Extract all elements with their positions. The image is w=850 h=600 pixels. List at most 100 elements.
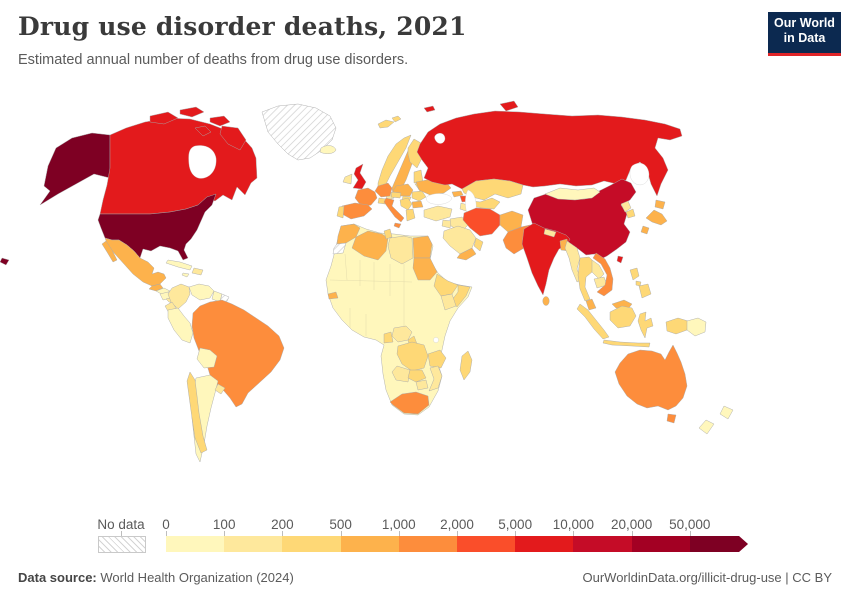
country-morocco[interactable] — [336, 223, 361, 245]
country-new-zealand[interactable] — [698, 405, 734, 435]
country-chile[interactable] — [186, 371, 208, 454]
country-canada-islands[interactable] — [149, 106, 247, 151]
legend-bin-4[interactable] — [398, 536, 458, 552]
country-libya[interactable] — [387, 235, 414, 265]
country-germany[interactable] — [374, 182, 393, 198]
country-vietnam[interactable] — [592, 252, 614, 297]
country-nepal[interactable] — [543, 228, 557, 238]
country-bolivia[interactable] — [196, 347, 218, 369]
legend-bin-7[interactable] — [573, 536, 632, 552]
legend-bin-6[interactable] — [515, 536, 574, 552]
country-angola[interactable] — [391, 365, 411, 383]
country-south-korea[interactable] — [625, 208, 636, 219]
country-mexico-baja[interactable] — [101, 240, 118, 263]
country-yemen[interactable] — [456, 247, 477, 261]
country-uk[interactable] — [352, 163, 367, 190]
country-zimbabwe[interactable] — [415, 379, 429, 391]
sea-of-okhotsk — [629, 163, 650, 186]
country-australia[interactable] — [614, 344, 688, 411]
legend-tickmark-50,000 — [689, 531, 691, 536]
owid-logo[interactable]: Our World in Data — [768, 12, 841, 56]
country-peru[interactable] — [167, 307, 194, 344]
country-papua-new-guinea[interactable] — [686, 317, 707, 337]
country-cuba[interactable] — [165, 259, 193, 271]
legend-tick-50,000: 50,000 — [669, 517, 711, 532]
country-ghana[interactable] — [383, 331, 394, 344]
country-syria[interactable] — [441, 219, 453, 229]
country-egypt[interactable] — [412, 235, 433, 259]
chart-subtitle: Estimated annual number of deaths from d… — [18, 52, 409, 68]
country-mexico[interactable] — [104, 237, 167, 287]
country-sri-lanka[interactable] — [542, 296, 550, 306]
country-romania[interactable] — [411, 190, 427, 202]
country-jamaica[interactable] — [181, 272, 190, 278]
legend-color-bar[interactable] — [166, 536, 748, 552]
country-uruguay[interactable] — [214, 383, 226, 395]
country-switzerland[interactable] — [377, 197, 387, 205]
legend-tick-5,000: 5,000 — [498, 517, 533, 532]
country-venezuela[interactable] — [188, 283, 215, 301]
country-japan[interactable] — [640, 199, 668, 235]
country-laos[interactable] — [591, 259, 605, 280]
country-sudan[interactable] — [412, 257, 438, 281]
legend-bin-8[interactable] — [631, 536, 690, 552]
country-algeria[interactable] — [351, 230, 389, 261]
country-alaska[interactable] — [39, 132, 111, 206]
country-georgia[interactable] — [451, 190, 464, 198]
country-zambia[interactable] — [407, 369, 427, 383]
country-tunisia[interactable] — [383, 228, 393, 240]
legend-bin-0[interactable] — [166, 536, 225, 552]
legend-tickmark-5,000 — [515, 531, 517, 536]
legend-bin-2[interactable] — [282, 536, 341, 552]
country-iran[interactable] — [462, 207, 501, 237]
legend-bin-5[interactable] — [457, 536, 516, 552]
country-austria[interactable] — [390, 191, 402, 199]
country-philippines[interactable] — [629, 267, 652, 299]
country-greenland[interactable] — [261, 103, 337, 161]
country-iceland[interactable] — [319, 145, 337, 154]
no-data-swatch[interactable] — [98, 536, 146, 553]
legend-tickmark-10,000 — [573, 531, 575, 536]
country-portugal[interactable] — [336, 205, 345, 219]
country-tasmania[interactable] — [666, 413, 677, 424]
country-madagascar[interactable] — [459, 350, 473, 381]
country-spain[interactable] — [341, 202, 373, 220]
country-france[interactable] — [354, 187, 378, 208]
legend-bin-1[interactable] — [224, 536, 283, 552]
country-turkey[interactable] — [423, 205, 453, 222]
country-mozambique[interactable] — [428, 365, 443, 392]
country-greece[interactable] — [405, 208, 416, 222]
country-taiwan[interactable] — [616, 255, 624, 264]
hudson-bay — [188, 145, 217, 179]
country-italy[interactable] — [383, 197, 405, 223]
country-kenya[interactable] — [440, 293, 457, 311]
legend-bin-9[interactable] — [690, 536, 748, 552]
legend-tickmark-20,000 — [631, 531, 633, 536]
country-russia-islands[interactable] — [423, 100, 519, 113]
country-balkans[interactable] — [399, 197, 413, 211]
legend-tickmark-1,000 — [398, 531, 400, 536]
legend-bin-3[interactable] — [340, 536, 399, 552]
country-dominican-republic[interactable] — [191, 267, 204, 276]
country-ireland[interactable] — [342, 173, 353, 185]
country-north-korea[interactable] — [620, 200, 632, 213]
country-italy-sicily[interactable] — [393, 222, 402, 229]
country-senegal[interactable] — [327, 291, 339, 300]
country-colombia[interactable] — [167, 283, 191, 310]
country-western-sahara[interactable] — [332, 242, 347, 255]
country-usa-hawaii[interactable] — [0, 257, 10, 266]
country-oman[interactable] — [473, 237, 484, 252]
country-south-africa[interactable] — [389, 391, 430, 415]
country-somalia[interactable] — [451, 284, 471, 308]
country-drc[interactable] — [396, 341, 429, 372]
country-bulgaria[interactable] — [411, 200, 424, 209]
country-tanzania[interactable] — [427, 349, 447, 369]
country-india[interactable] — [521, 222, 571, 296]
no-data-label: No data — [97, 517, 145, 532]
license-link[interactable]: OurWorldinData.org/illicit-drug-use | CC… — [582, 570, 833, 585]
legend-tick-20,000: 20,000 — [610, 517, 653, 532]
country-ecuador[interactable] — [164, 301, 177, 314]
country-mongolia[interactable] — [544, 187, 601, 201]
country-svalbard[interactable] — [377, 115, 402, 129]
country-indonesia[interactable] — [576, 303, 689, 348]
